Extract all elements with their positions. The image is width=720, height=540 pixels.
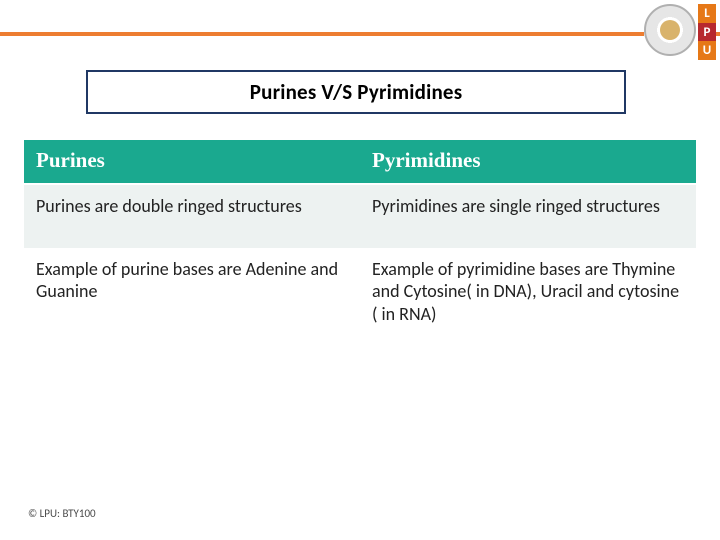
university-seal-icon	[644, 4, 696, 56]
logo-block: L P U	[644, 4, 716, 60]
cell-purines-structure: Purines are double ringed structures	[24, 184, 360, 248]
slide: L P U Purines V/S Pyrimidines Purines Py…	[0, 0, 720, 540]
seal-center-icon	[660, 20, 680, 40]
cell-purines-examples: Example of purine bases are Adenine and …	[24, 248, 360, 356]
lpu-letter-u: U	[698, 41, 716, 60]
lpu-letter-p: P	[698, 23, 716, 42]
table-header-row: Purines Pyrimidines	[24, 140, 696, 184]
table-row: Example of purine bases are Adenine and …	[24, 248, 696, 356]
title-box: Purines V/S Pyrimidines	[86, 70, 626, 114]
cell-pyrimidines-structure: Pyrimidines are single ringed structures	[360, 184, 696, 248]
table-row: Purines are double ringed structures Pyr…	[24, 184, 696, 248]
cell-pyrimidines-examples: Example of pyrimidine bases are Thymine …	[360, 248, 696, 356]
lpu-letter-l: L	[698, 4, 716, 23]
footer-copyright: © LPU: BTY100	[28, 507, 96, 520]
lpu-logo: L P U	[698, 4, 716, 60]
comparison-table: Purines Pyrimidines Purines are double r…	[24, 140, 696, 355]
col-header-pyrimidines: Pyrimidines	[360, 140, 696, 184]
header-rule	[0, 32, 720, 36]
col-header-purines: Purines	[24, 140, 360, 184]
page-title: Purines V/S Pyrimidines	[250, 79, 463, 105]
